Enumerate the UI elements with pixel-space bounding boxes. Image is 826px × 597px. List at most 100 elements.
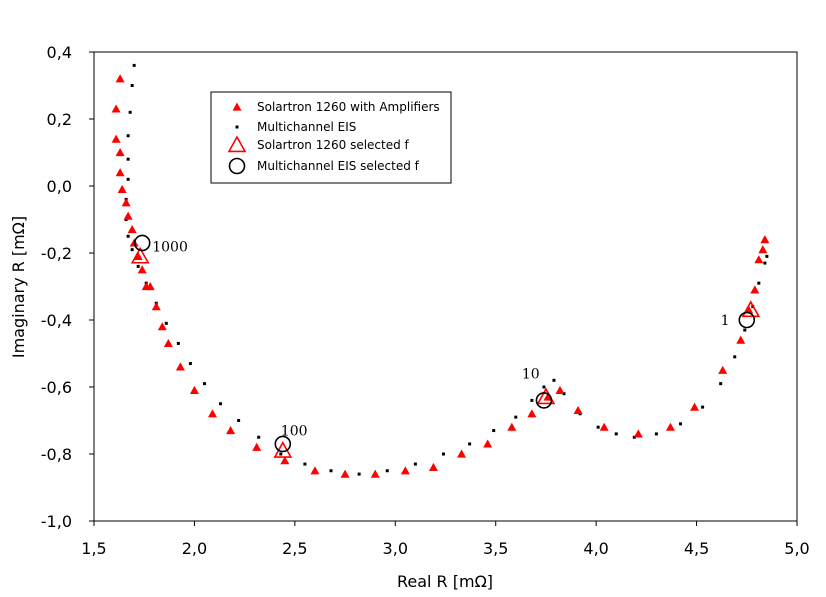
solartron-point bbox=[543, 392, 553, 401]
multichannel-point bbox=[765, 254, 769, 258]
solartron-point bbox=[133, 251, 143, 260]
multichannel-selected-point bbox=[274, 435, 292, 453]
legend-label: Solartron 1260 selected f bbox=[257, 138, 410, 152]
multichannel-point bbox=[385, 469, 389, 473]
x-tick-label: 4,5 bbox=[684, 539, 709, 558]
solartron-point bbox=[115, 74, 125, 83]
y-tick-label: 0,2 bbox=[47, 110, 72, 129]
solartron-point bbox=[483, 439, 493, 448]
solartron-point bbox=[252, 442, 262, 451]
solartron-selected-point bbox=[130, 246, 150, 264]
solartron-point bbox=[760, 235, 770, 244]
multichannel-point bbox=[441, 452, 445, 456]
solartron-point bbox=[310, 466, 320, 475]
multichannel-point bbox=[202, 382, 206, 386]
multichannel-point bbox=[188, 362, 192, 366]
x-tick-label: 1,5 bbox=[81, 539, 106, 558]
multichannel-selected-point bbox=[535, 392, 553, 409]
solartron-point bbox=[111, 104, 121, 113]
multichannel-point bbox=[136, 264, 140, 268]
x-tick-label: 5,0 bbox=[784, 539, 809, 558]
multichannel-point bbox=[132, 63, 136, 67]
multichannel-point bbox=[176, 341, 180, 345]
multichannel-point bbox=[126, 234, 130, 238]
y-tick-label: -0,6 bbox=[41, 378, 72, 397]
multichannel-point bbox=[719, 382, 723, 386]
solartron-point bbox=[633, 429, 643, 438]
multichannel-point bbox=[701, 405, 705, 409]
x-tick-label: 4,0 bbox=[583, 539, 608, 558]
multichannel-point bbox=[126, 157, 130, 161]
solartron-point bbox=[555, 385, 565, 394]
y-axis-title: Imaginary R [mΩ] bbox=[9, 216, 28, 358]
solartron-point bbox=[750, 285, 760, 294]
solartron-point bbox=[754, 255, 764, 264]
multichannel-point bbox=[542, 385, 546, 389]
solartron-point bbox=[527, 409, 537, 418]
solartron-point bbox=[400, 466, 410, 475]
multichannel-point bbox=[279, 452, 283, 456]
y-tick-label: 0,4 bbox=[47, 43, 72, 62]
multichannel-point bbox=[257, 435, 261, 439]
solartron-point bbox=[145, 282, 155, 291]
multichannel-point bbox=[219, 402, 223, 406]
solartron-point bbox=[599, 422, 609, 431]
multichannel-point bbox=[757, 281, 761, 285]
y-tick-label: -0,8 bbox=[41, 445, 72, 464]
x-tick-label: 3,0 bbox=[383, 539, 408, 558]
multichannel-point bbox=[763, 261, 767, 265]
y-tick-label: -0,4 bbox=[41, 311, 72, 330]
multichannel-point bbox=[492, 429, 496, 433]
solartron-point bbox=[111, 134, 121, 143]
multichannel-point bbox=[413, 462, 417, 466]
multichannel-point bbox=[514, 415, 518, 419]
solartron-point bbox=[758, 245, 768, 254]
ticks: 1,5 2,0 2,5 3,0 3,5 4,0 4,5 5,0 0,4 0,2 0,0 -0,2 -0,… bbox=[41, 43, 810, 558]
frequency-label: 1000 bbox=[152, 239, 188, 255]
solartron-point bbox=[115, 148, 125, 157]
solartron-point bbox=[226, 426, 236, 435]
annotations: 1000 100 10 1 bbox=[152, 239, 729, 439]
solartron-point bbox=[117, 184, 127, 193]
solartron-point bbox=[457, 449, 467, 458]
legend-marker bbox=[232, 102, 242, 111]
multichannel-point bbox=[552, 378, 556, 382]
multichannel-point bbox=[468, 442, 472, 446]
solartron-point bbox=[280, 456, 290, 465]
solartron-point bbox=[151, 302, 161, 311]
solartron-point bbox=[428, 462, 438, 471]
legend-marker bbox=[235, 125, 239, 129]
solartron-point bbox=[121, 198, 131, 207]
multichannel-point bbox=[733, 355, 737, 359]
y-tick-label: -1,0 bbox=[41, 512, 72, 531]
solartron-point bbox=[736, 335, 746, 344]
multichannel-point bbox=[357, 472, 361, 476]
multichannel-point bbox=[596, 425, 600, 429]
multichannel-point bbox=[743, 328, 747, 332]
solartron-point bbox=[208, 409, 218, 418]
x-tick-label: 3,5 bbox=[483, 539, 508, 558]
solartron-point bbox=[744, 305, 754, 314]
multichannel-point bbox=[237, 419, 241, 422]
multichannel-point bbox=[303, 462, 307, 466]
frequency-label: 100 bbox=[281, 424, 308, 440]
legend-marker bbox=[228, 157, 246, 175]
multichannel-selected-point bbox=[133, 234, 151, 252]
solartron-selected-point bbox=[741, 300, 761, 318]
legend-label: Multichannel EIS selected f bbox=[257, 159, 420, 173]
solartron-point bbox=[507, 422, 517, 431]
multichannel-point bbox=[130, 248, 134, 252]
legend-label: Solartron 1260 with Amplifiers bbox=[257, 100, 440, 114]
multichannel-point bbox=[164, 321, 168, 325]
frequency-label: 1 bbox=[721, 313, 730, 329]
legend-box bbox=[210, 91, 452, 184]
y-tick-label: -0,2 bbox=[41, 244, 72, 263]
solartron-point bbox=[340, 469, 350, 478]
solartron-point bbox=[189, 385, 199, 394]
multichannel-point bbox=[530, 398, 534, 402]
solartron-point bbox=[370, 469, 380, 478]
solartron-point bbox=[123, 211, 133, 220]
solartron-point bbox=[690, 402, 700, 411]
x-tick-label: 2,0 bbox=[182, 539, 207, 558]
